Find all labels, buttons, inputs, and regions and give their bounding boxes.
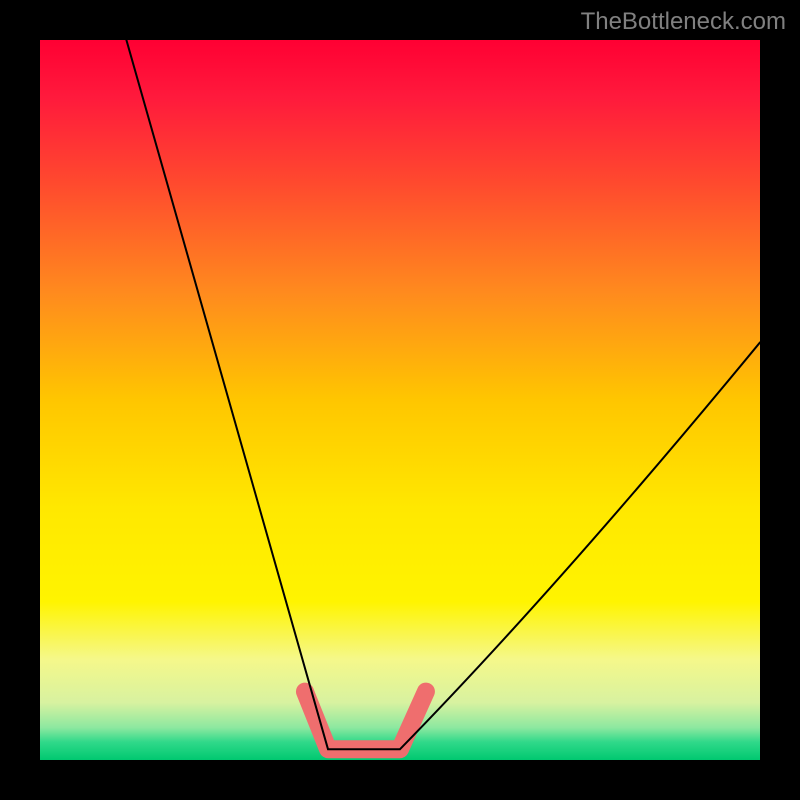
plot-area <box>40 40 760 760</box>
watermark-text: TheBottleneck.com <box>581 8 786 36</box>
chart-svg <box>40 40 760 760</box>
gradient-background <box>40 40 760 760</box>
chart-frame: TheBottleneck.com <box>0 0 800 800</box>
